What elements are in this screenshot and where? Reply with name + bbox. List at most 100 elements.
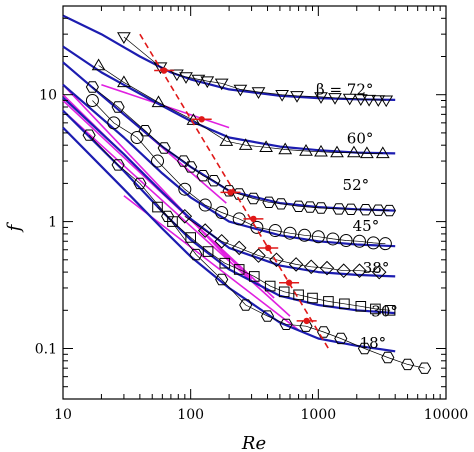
transition-point-5: [285, 279, 293, 286]
transition-line: [139, 33, 330, 349]
series-label-5: 30°: [371, 303, 398, 321]
data-point-s6-7: [260, 310, 275, 322]
data-point-s6-13: [381, 351, 395, 364]
series-labels: β = 72° 60° 52° 45° 38° 30° 18°: [316, 80, 398, 352]
data-point-s2-14: [303, 201, 317, 213]
data-point-s4-1: [197, 223, 213, 238]
x-tick-label-2: 1000: [301, 407, 337, 423]
data-point-s2-15: [314, 202, 328, 214]
data-point-s0-7: [233, 84, 248, 97]
data-point-s3-3: [151, 154, 165, 168]
data-point-s4-11: [371, 264, 387, 280]
data-point-s0-15: [362, 94, 376, 107]
data-point-s0-12: [328, 93, 342, 105]
data-point-s1-12: [360, 146, 374, 159]
data-point-s0-10: [290, 91, 304, 103]
data-point-s2-3: [157, 142, 171, 154]
transition-point-0: [160, 67, 168, 74]
data-connector-4: [184, 216, 380, 273]
data-point-s2-20: [382, 204, 396, 217]
data-point-s2-4: [177, 155, 191, 167]
data-point-s1-8: [299, 144, 313, 156]
data-point-s5-14: [370, 303, 381, 315]
data-point-s6-12: [357, 342, 372, 355]
data-point-s4-6: [288, 257, 304, 272]
data-point-s3-1: [107, 116, 121, 130]
data-point-s2-5: [184, 161, 198, 173]
data-point-s0-8: [251, 87, 266, 99]
data-point-s1-0: [91, 58, 106, 71]
x-tick-label-3: 10000: [424, 407, 469, 423]
x-axis-title: Re: [241, 433, 266, 452]
data-connector-0: [123, 36, 387, 101]
data-point-s1-2: [151, 95, 166, 108]
data-point-s5-4: [219, 257, 231, 269]
y-axis-title: f: [4, 221, 25, 233]
data-point-s1-9: [314, 144, 328, 157]
data-point-s0-13: [342, 93, 357, 106]
data-point-s5-6: [249, 271, 260, 282]
data-point-s2-16: [332, 203, 346, 215]
transition-point-4: [265, 244, 272, 252]
plot-frame: [62, 5, 447, 400]
data-point-s3-5: [198, 198, 212, 212]
data-point-s0-16: [371, 95, 386, 107]
axis-ticks: 10 100 1000 10000 0.1 1 10: [35, 6, 469, 423]
data-point-s4-3: [231, 240, 247, 256]
data-connector-5: [157, 206, 391, 311]
series-label-2: 52°: [343, 176, 370, 194]
data-point-s0-6: [214, 78, 229, 91]
data-point-s6-14: [401, 358, 415, 371]
data-point-s3-15: [352, 234, 366, 248]
data-point-s3-6: [215, 205, 229, 219]
data-point-s2-2: [138, 125, 152, 137]
data-point-s5-9: [293, 289, 304, 301]
fit-curve-5: [62, 109, 396, 315]
data-connector-2: [92, 86, 390, 211]
data-point-s2-19: [371, 204, 385, 216]
data-point-s4-10: [352, 263, 367, 279]
series-label-3: 45°: [353, 217, 380, 235]
data-point-s5-13: [355, 301, 367, 312]
data-point-s4-5: [269, 252, 284, 268]
data-point-s1-11: [347, 145, 361, 158]
data-point-s6-10: [317, 326, 331, 338]
data-point-s0-14: [353, 94, 368, 106]
transition-point-3: [250, 215, 257, 223]
data-point-s1-4: [219, 134, 234, 146]
data-point-s4-9: [336, 263, 352, 279]
data-point-s0-11: [314, 92, 328, 104]
data-point-s2-1: [111, 101, 125, 113]
data-point-s5-0: [152, 201, 163, 213]
fit-curve-3: [62, 83, 396, 248]
data-point-s0-9: [275, 90, 289, 102]
data-point-s2-13: [292, 200, 306, 212]
data-point-s1-7: [278, 142, 293, 155]
laminar-lines: [62, 83, 300, 331]
data-point-s2-10: [246, 192, 260, 205]
data-point-s3-9: [268, 224, 282, 238]
fit-curve-1: [62, 45, 396, 155]
data-point-s6-4: [189, 248, 203, 261]
data-point-s4-7: [303, 259, 319, 275]
transition-point-1: [198, 116, 205, 123]
data-point-s5-11: [323, 296, 334, 307]
data-point-s4-4: [251, 248, 266, 263]
data-point-s3-8: [250, 220, 264, 234]
x-tick-label-0: 10: [54, 407, 72, 423]
data-point-s2-18: [359, 204, 373, 216]
series-label-4: 38°: [363, 259, 390, 277]
y-tick-label-0: 0.1: [35, 342, 57, 358]
series-label-1: 60°: [347, 130, 374, 148]
data-point-s6-6: [239, 299, 253, 311]
fit-curve-4: [62, 96, 396, 278]
data-point-s6-8: [279, 318, 293, 330]
data-point-s0-2: [170, 69, 184, 82]
transition-point-6: [303, 317, 310, 325]
data-point-s3-10: [283, 226, 297, 240]
data-point-s3-12: [311, 230, 325, 244]
data-point-s4-0: [177, 208, 193, 224]
data-point-s0-5: [200, 76, 215, 89]
data-point-s0-0: [117, 32, 131, 44]
